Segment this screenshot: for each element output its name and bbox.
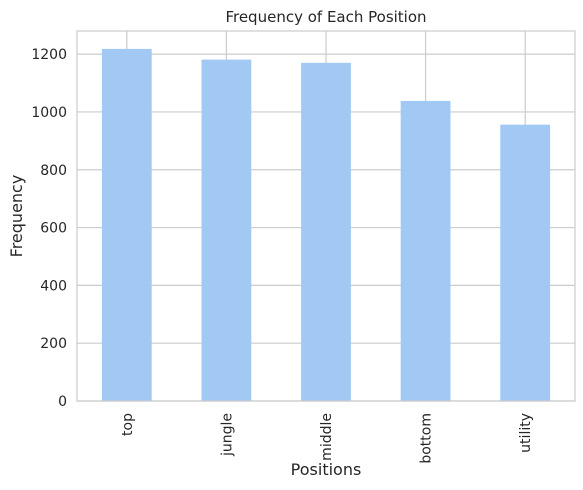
bars — [101, 48, 551, 401]
x-tick-label: utility — [518, 413, 534, 453]
y-tick-label: 200 — [40, 336, 67, 352]
bar-bottom — [400, 100, 451, 401]
bar-jungle — [201, 59, 252, 401]
y-tick-label: 600 — [40, 221, 67, 237]
bar-utility — [500, 124, 551, 401]
y-tick-label: 1000 — [31, 105, 67, 121]
x-axis-ticks: top jungle middle bottom utility — [120, 413, 534, 464]
bar-top — [101, 48, 152, 401]
y-tick-label: 800 — [40, 163, 67, 179]
bar-middle — [301, 62, 351, 401]
x-tick-label: bottom — [419, 413, 435, 464]
y-tick-label: 400 — [40, 278, 67, 294]
x-tick-label: middle — [319, 413, 335, 461]
x-axis-title: Positions — [291, 460, 362, 479]
plot-frame — [76, 30, 576, 402]
x-tick-label: jungle — [219, 413, 235, 457]
x-tick-label: top — [120, 413, 136, 436]
y-tick-label: 1200 — [31, 47, 67, 63]
y-tick-label: 0 — [58, 394, 67, 410]
chart-title: Frequency of Each Position — [225, 8, 426, 26]
y-axis-ticks: 0 200 400 600 800 1000 1200 — [31, 47, 67, 410]
y-axis-title: Frequency — [7, 175, 26, 258]
